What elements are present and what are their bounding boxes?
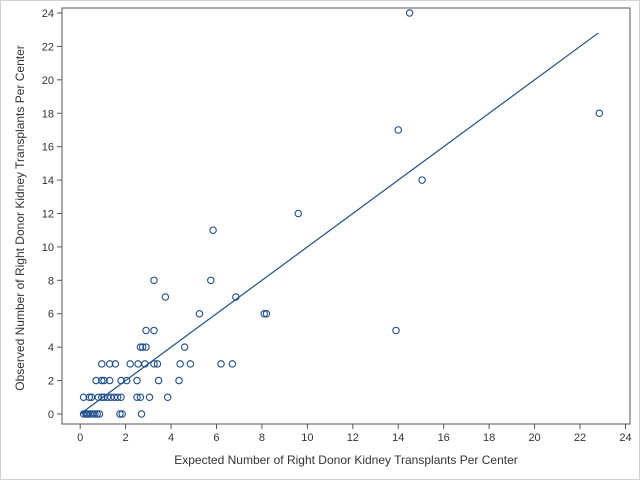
data-point xyxy=(116,410,124,418)
data-point xyxy=(209,226,217,234)
data-point xyxy=(95,410,104,418)
x-tick-label: 22 xyxy=(574,432,586,444)
x-tick-label: 4 xyxy=(168,432,174,444)
x-tick-label: 24 xyxy=(619,432,631,444)
data-point xyxy=(123,376,131,385)
axes xyxy=(61,7,631,425)
data-point xyxy=(111,360,120,368)
data-point xyxy=(595,109,604,118)
y-tick-label: 8 xyxy=(48,275,54,287)
data-point xyxy=(394,126,403,134)
data-point xyxy=(294,209,303,218)
x-tick-label: 20 xyxy=(528,432,540,444)
x-axis-ticks: 0 2 4 6 8 10 12 14 16 18 20 22 24 xyxy=(77,424,632,444)
y-tick-label: 10 xyxy=(42,242,54,254)
y-tick-label: 22 xyxy=(42,41,54,53)
y-tick-label: 4 xyxy=(48,342,54,354)
data-point xyxy=(138,343,147,351)
x-tick-label: 18 xyxy=(483,432,495,444)
data-point xyxy=(161,293,170,301)
data-point xyxy=(137,410,146,418)
data-point xyxy=(98,376,106,385)
y-tick-label: 24 xyxy=(42,8,54,20)
data-point xyxy=(217,360,225,368)
data-series xyxy=(79,9,604,418)
y-tick-label: 20 xyxy=(42,75,54,87)
y-tick-label: 16 xyxy=(42,142,54,154)
y-tick-label: 18 xyxy=(42,108,54,120)
x-tick-label: 8 xyxy=(259,432,265,444)
x-axis-label: Expected Number of Right Donor Kidney Tr… xyxy=(174,453,518,467)
data-point xyxy=(163,393,172,402)
data-point xyxy=(180,343,189,351)
data-point xyxy=(133,376,141,385)
data-point xyxy=(175,376,183,385)
reference-line xyxy=(79,32,599,415)
x-tick-label: 10 xyxy=(301,432,313,444)
data-point xyxy=(145,393,154,402)
data-point xyxy=(134,360,142,368)
data-point xyxy=(117,393,125,402)
data-point xyxy=(418,176,426,184)
data-point xyxy=(92,376,100,385)
data-point xyxy=(195,309,204,318)
x-tick-label: 2 xyxy=(123,432,129,444)
data-point xyxy=(142,326,150,335)
data-point xyxy=(150,276,158,285)
data-point xyxy=(126,360,134,368)
y-axis-label: Observed Number of Right Donor Kidney Tr… xyxy=(13,45,27,391)
data-point xyxy=(79,393,88,402)
data-point xyxy=(93,410,101,418)
data-point xyxy=(262,309,271,318)
data-point xyxy=(133,393,141,402)
data-point xyxy=(113,393,122,402)
data-point xyxy=(154,376,163,385)
y-tick-label: 0 xyxy=(48,409,54,421)
x-tick-label: 6 xyxy=(213,432,219,444)
data-point xyxy=(150,360,158,368)
y-tick-label: 2 xyxy=(48,376,54,388)
y-tick-label: 14 xyxy=(42,175,54,187)
x-tick-label: 14 xyxy=(392,432,404,444)
data-point xyxy=(91,410,99,418)
data-point xyxy=(118,410,126,418)
data-point xyxy=(105,376,114,385)
data-point xyxy=(392,326,400,335)
reference-line-group xyxy=(79,32,599,415)
data-point xyxy=(136,393,145,402)
data-point xyxy=(176,360,184,368)
data-point xyxy=(105,360,114,368)
y-tick-label: 6 xyxy=(48,309,54,321)
plot-area-border xyxy=(61,7,631,425)
x-tick-label: 12 xyxy=(347,432,359,444)
data-point xyxy=(405,9,414,17)
data-point xyxy=(142,343,150,351)
x-tick-label: 0 xyxy=(77,432,83,444)
data-point xyxy=(207,276,215,285)
data-point xyxy=(98,360,106,368)
data-point xyxy=(100,376,108,385)
data-point xyxy=(150,326,158,335)
data-point xyxy=(153,360,162,368)
data-point xyxy=(85,393,94,402)
data-point xyxy=(186,360,195,368)
data-point xyxy=(98,393,106,402)
data-point xyxy=(228,360,237,368)
y-tick-label: 12 xyxy=(42,208,54,220)
x-tick-label: 16 xyxy=(438,432,450,444)
data-point xyxy=(136,343,145,351)
data-point xyxy=(260,309,268,318)
